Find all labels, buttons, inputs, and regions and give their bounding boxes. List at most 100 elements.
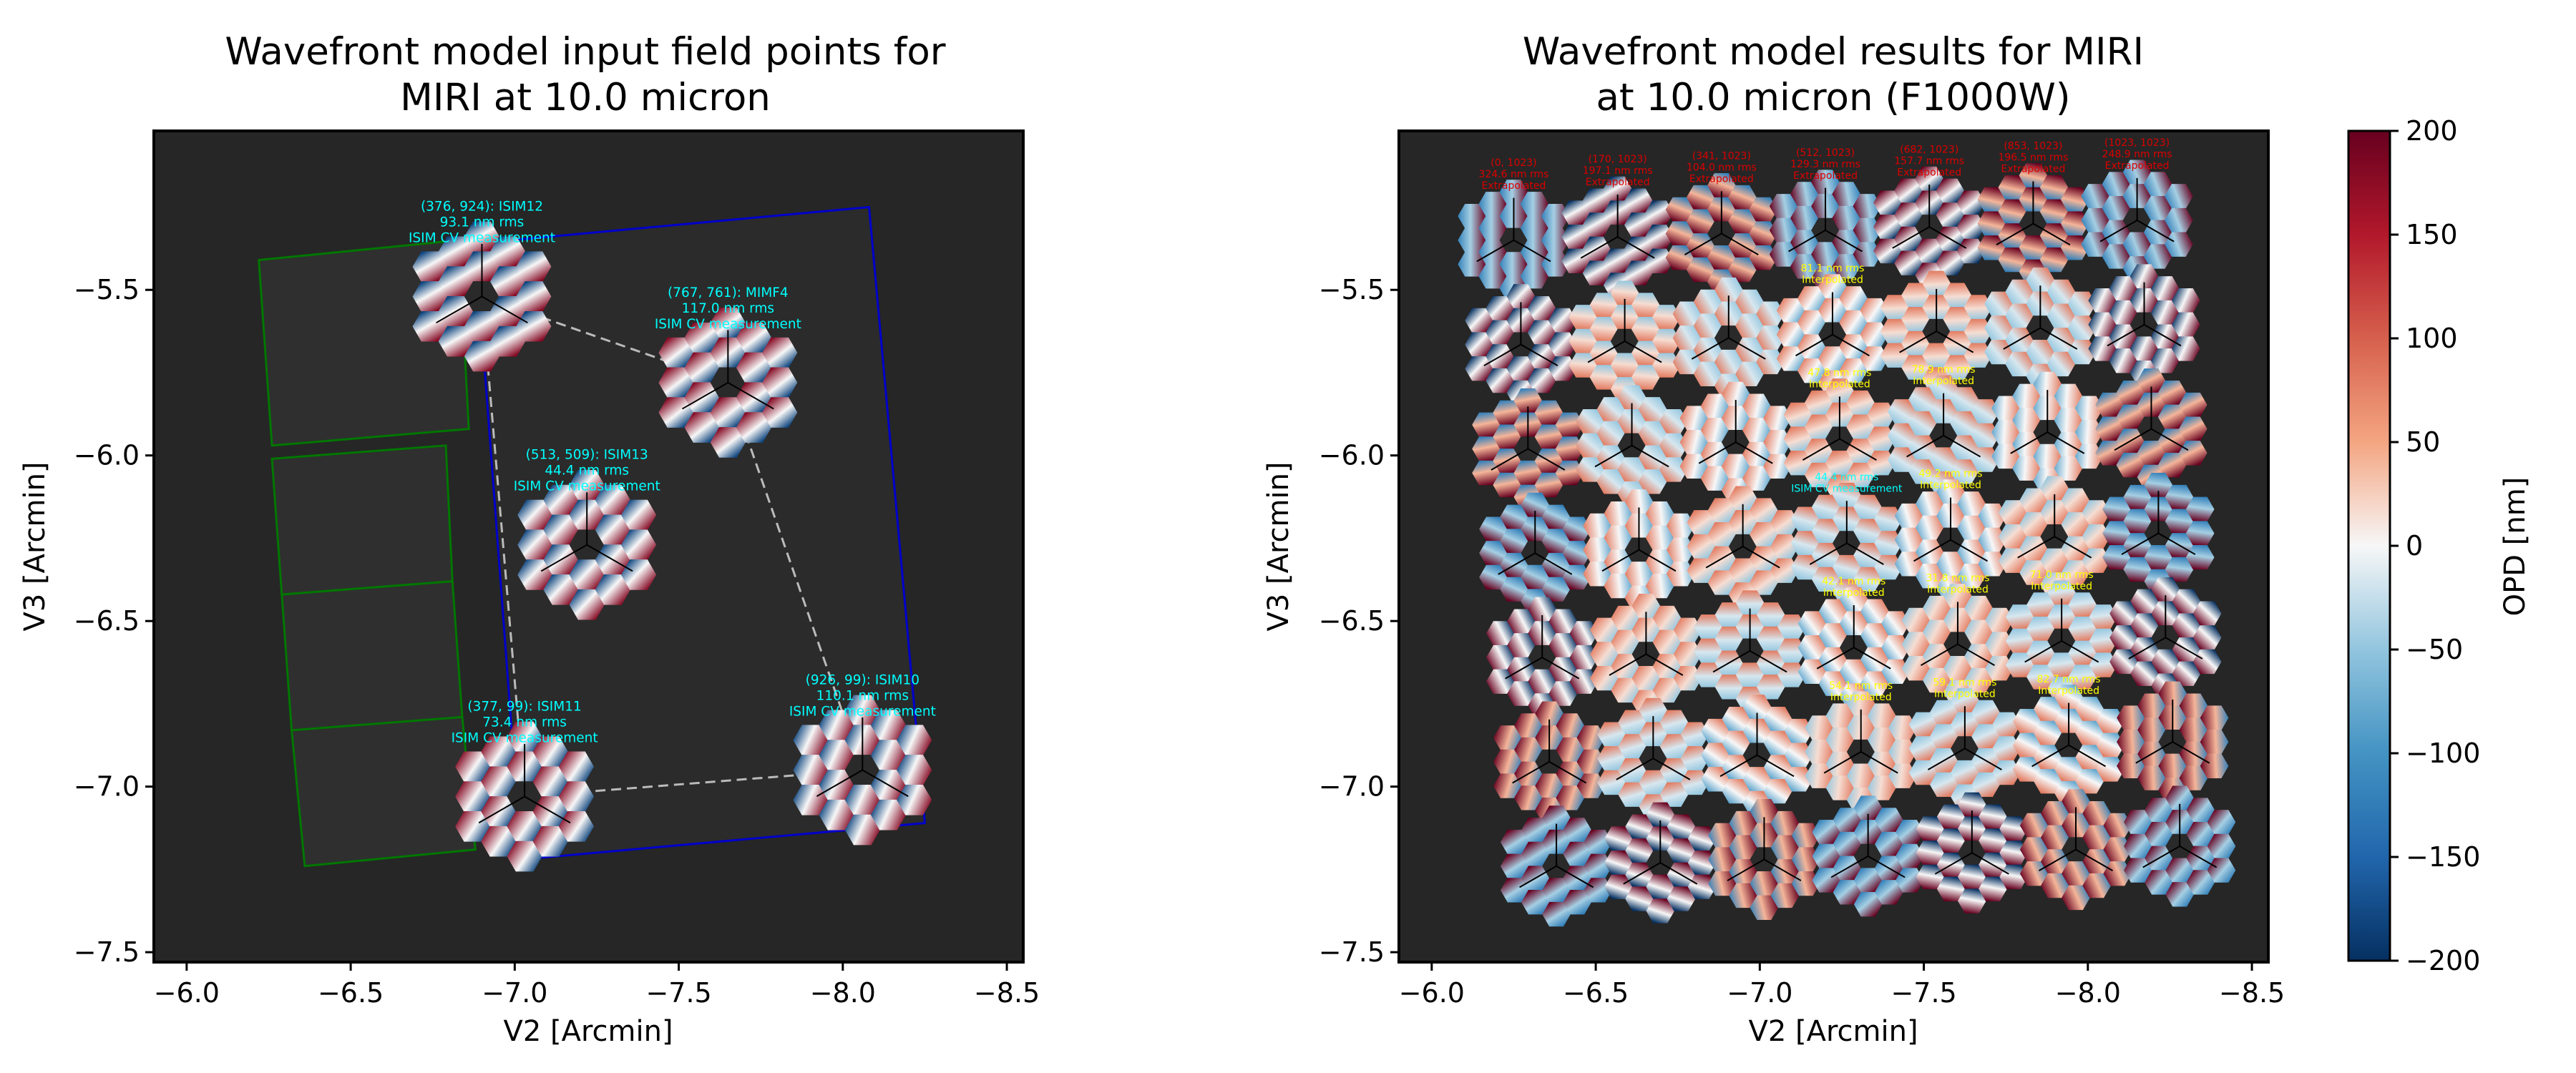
right-y-tick-label: −7.5 — [1319, 936, 1385, 968]
left-y-ticks: −5.5 −6.0 −6.5 −7.0 −7.5 — [74, 274, 154, 968]
left-chart-title-line-2: MIRI at 10.0 micron — [400, 76, 771, 119]
right-y-axis-label: V3 [Arcmin] — [1262, 461, 1295, 631]
grid-point-annotation-line: ISIM CV measurement — [1791, 483, 1903, 494]
grid-point-annotation-line: 49.2 nm rms — [1919, 469, 1983, 480]
grid-point-annotation-line: 54.1 nm rms — [1829, 680, 1893, 692]
left-x-tick-label: −7.5 — [645, 977, 711, 1009]
grid-point-annotation-line: 104.0 nm rms — [1687, 162, 1757, 174]
grid-point-annotation-line: Interpolated — [1830, 692, 1892, 703]
colorbar-tick-label: −50 — [2406, 634, 2463, 665]
right-y-tick-label: −6.5 — [1319, 605, 1385, 637]
grid-point-annotation-line: Interpolated — [1927, 584, 1989, 596]
grid-point-annotation-line: (1023, 1023) — [2104, 137, 2170, 149]
grid-point-annotation-line: 129.3 nm rms — [1790, 159, 1860, 170]
grid-point-annotation-line: 71.0 nm rms — [2030, 569, 2094, 581]
right-x-ticks: −6.0 −6.5 −7.0 −7.5 −8.0 −8.5 — [1399, 962, 2285, 1009]
grid-point-annotation-line: 59.1 nm rms — [1933, 677, 1996, 688]
left-x-tick-label: −8.0 — [810, 977, 876, 1009]
grid-point-annotation-line: 82.7 nm rms — [2037, 674, 2101, 685]
grid-point-annotation-line: 42.1 nm rms — [1822, 576, 1885, 587]
left-y-tick-label: −7.0 — [74, 771, 140, 803]
grid-point-annotation-line: (341, 1023) — [1692, 151, 1751, 162]
colorbar-tick-label: 200 — [2406, 115, 2458, 147]
colorbar-tick-label: −100 — [2406, 738, 2480, 769]
right-x-tick-label: −7.0 — [1727, 977, 1792, 1009]
colorbar-tick-label: −150 — [2406, 841, 2480, 873]
point-annotation-line: ISIM CV measurement — [789, 704, 936, 719]
grid-point-annotation-line: (853, 1023) — [2004, 141, 2062, 152]
point-annotation-line: (376, 924): ISIM12 — [421, 199, 543, 214]
point-annotation-line: ISIM CV measurement — [409, 230, 555, 245]
point-annotation-line: (377, 99): ISIM11 — [467, 700, 581, 715]
grid-point-annotation-line: 78.9 nm rms — [1912, 364, 1976, 376]
grid-point-annotation-line: 197.1 nm rms — [1583, 165, 1653, 177]
grid-point-annotation-line: 157.7 nm rms — [1894, 155, 1964, 167]
left-y-tick-label: −6.5 — [74, 605, 140, 637]
colorbar-gradient — [2348, 131, 2390, 961]
left-y-tick-label: −5.5 — [74, 274, 140, 305]
point-annotation-line: 44.4 nm rms — [545, 464, 629, 479]
colorbar-tick-label: 50 — [2406, 426, 2440, 458]
right-chart-title-line-2: at 10.0 micron (F1000W) — [1596, 76, 2070, 119]
left-y-tick-label: −6.0 — [74, 440, 140, 471]
point-annotation-line: 93.1 nm rms — [440, 215, 525, 230]
colorbar-label: OPD [nm] — [2499, 477, 2532, 617]
grid-point-annotation-line: 248.9 nm rms — [2102, 149, 2172, 160]
point-annotation-line: ISIM CV measurement — [514, 479, 660, 494]
grid-point-annotation-line: Interpolated — [1934, 688, 1996, 700]
point-annotation-line: (926, 99): ISIM10 — [806, 672, 919, 687]
right-y-tick-label: −7.0 — [1319, 771, 1385, 803]
point-annotation-line: ISIM CV measurement — [452, 731, 598, 746]
grid-point-annotation-line: 196.5 nm rms — [1998, 152, 2068, 164]
grid-point-annotation-line: 47.8 nm rms — [1807, 368, 1871, 379]
point-annotation-line: 73.4 nm rms — [482, 715, 567, 730]
left-x-tick-label: −6.0 — [154, 977, 220, 1009]
grid-point-annotation-line: 81.1 nm rms — [1800, 263, 1864, 275]
input-field-points-panel: Wavefront model input field points for M… — [19, 30, 1040, 1048]
right-x-tick-label: −8.5 — [2219, 977, 2285, 1009]
point-annotation-line: (767, 761): MIMF4 — [668, 285, 789, 300]
grid-point-annotation-line: 44.4 nm rms — [1815, 471, 1878, 483]
left-x-tick-label: −7.0 — [482, 977, 547, 1009]
left-x-axis-label: V2 [Arcmin] — [503, 1015, 673, 1048]
detector-outline — [272, 446, 452, 594]
grid-point-annotation-line: Extrapolated — [1586, 177, 1650, 188]
grid-point-annotation-line: Interpolated — [2031, 581, 2092, 592]
grid-point-annotation-line: 31.8 nm rms — [1926, 573, 1989, 584]
grid-point-annotation-line: Extrapolated — [1689, 174, 1754, 185]
wavefront-results-panel: Wavefront model results for MIRI at 10.0… — [1262, 30, 2285, 1048]
right-y-ticks: −5.5−6.0−6.5−7.0−7.5 — [1319, 274, 1399, 968]
point-annotation-line: 110.1 nm rms — [816, 688, 909, 703]
colorbar-tick-label: −200 — [2406, 945, 2480, 976]
right-x-tick-label: −6.0 — [1399, 977, 1465, 1009]
detector-outline — [292, 717, 476, 866]
left-x-tick-label: −6.5 — [318, 977, 384, 1009]
detector-outline — [282, 582, 462, 730]
right-x-tick-label: −7.5 — [1890, 977, 1956, 1009]
right-x-tick-label: −6.5 — [1563, 977, 1629, 1009]
left-y-axis-label: V3 [Arcmin] — [19, 461, 52, 631]
grid-point-annotation-line: 324.6 nm rms — [1479, 169, 1549, 180]
grid-point-annotation-line: Extrapolated — [1482, 180, 1546, 192]
left-y-tick-label: −7.5 — [74, 936, 140, 968]
right-x-axis-label: V2 [Arcmin] — [1748, 1015, 1918, 1048]
point-annotation-line: 117.0 nm rms — [682, 301, 774, 316]
grid-point-annotation-line: Extrapolated — [1793, 170, 1858, 182]
right-x-tick-label: −8.0 — [2055, 977, 2121, 1009]
grid-point-annotation-line: Interpolated — [1913, 376, 1974, 387]
right-chart-title-line-1: Wavefront model results for MIRI — [1523, 30, 2144, 74]
grid-point-annotation-line: Extrapolated — [2105, 160, 2170, 172]
colorbar-tick-label: 0 — [2406, 530, 2423, 562]
colorbar-ticks: 200150100500−50−100−150−200 — [2390, 115, 2480, 976]
point-annotation-line: ISIM CV measurement — [655, 317, 801, 332]
grid-point-annotation-line: (512, 1023) — [1796, 147, 1855, 159]
opd-colorbar: 200150100500−50−100−150−200 OPD [nm] — [2348, 115, 2532, 976]
point-annotation-line: (513, 509): ISIM13 — [526, 448, 648, 463]
grid-point-annotation-line: Interpolated — [1809, 379, 1870, 391]
grid-point-annotation-line: Interpolated — [1802, 275, 1863, 286]
grid-point-annotation-line: Extrapolated — [2001, 164, 2065, 175]
grid-point-annotation-line: Interpolated — [2038, 685, 2099, 697]
grid-point-annotation-line: (682, 1023) — [1900, 144, 1958, 155]
grid-point-annotation-line: (170, 1023) — [1589, 154, 1647, 165]
grid-point-annotation-line: Interpolated — [1920, 480, 1981, 491]
